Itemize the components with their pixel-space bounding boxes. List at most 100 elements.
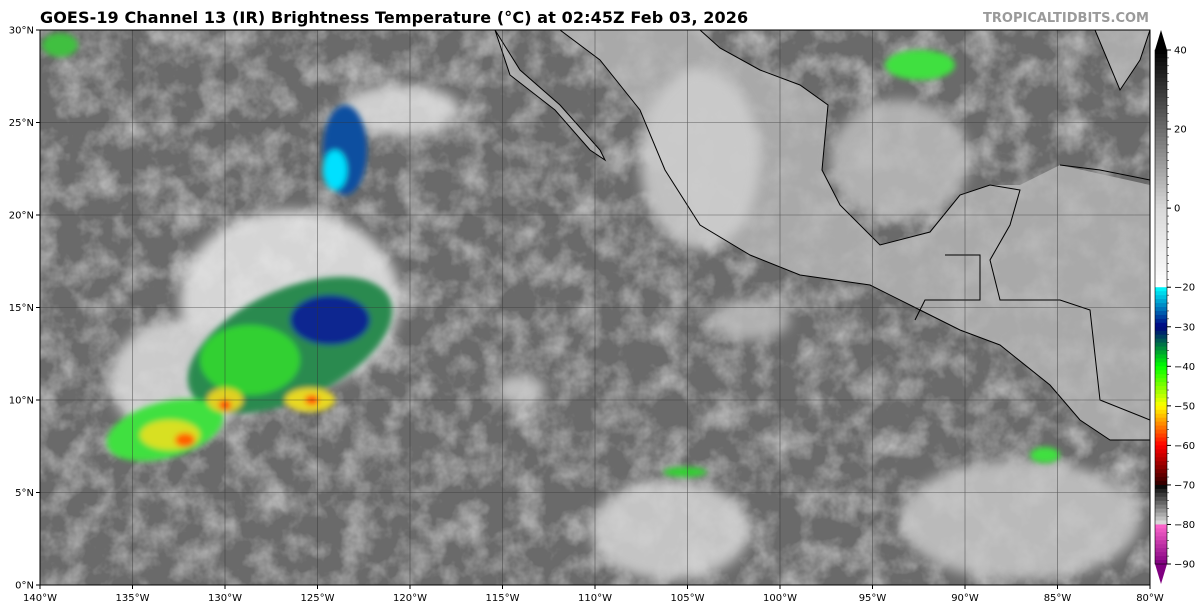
map-title: GOES-19 Channel 13 (IR) Brightness Tempe… xyxy=(40,8,749,27)
colorbar-segment xyxy=(1155,105,1167,110)
colorbar-tick-label: −90 xyxy=(1174,560,1195,571)
colorbar-segment xyxy=(1155,243,1167,249)
colorbar-segment xyxy=(1155,504,1167,510)
colorbar-segment xyxy=(1155,200,1167,205)
colorbar-extend-max xyxy=(1155,30,1167,50)
colorbar-segment xyxy=(1155,136,1167,142)
colorbar-segment xyxy=(1155,516,1167,522)
lon-tick-label: 110°W xyxy=(578,593,612,604)
colorbar-segment xyxy=(1155,271,1167,276)
colorbar-segment xyxy=(1155,544,1167,549)
colorbar-segment xyxy=(1155,453,1167,458)
colorbar-segment xyxy=(1155,524,1167,529)
colorbar-segment xyxy=(1155,172,1167,178)
colorbar-segment xyxy=(1155,465,1167,470)
colorbar-segment xyxy=(1155,310,1167,316)
colorbar-segment xyxy=(1155,386,1167,391)
colorbar-segment xyxy=(1155,235,1167,241)
colorbar-segment xyxy=(1155,121,1167,126)
colorbar-tick-label: −80 xyxy=(1174,520,1195,531)
colorbar-segment xyxy=(1155,65,1167,71)
colorbar-segment xyxy=(1155,322,1167,328)
colorbar-segment xyxy=(1155,299,1167,304)
colorbar-segment xyxy=(1155,231,1167,237)
colorbar-segment xyxy=(1155,473,1167,478)
colorbar-segment xyxy=(1155,556,1167,561)
colorbar-segment xyxy=(1155,255,1167,261)
colorbar-segment xyxy=(1155,350,1167,355)
colorbar-segment xyxy=(1155,540,1167,545)
colorbar-segment xyxy=(1155,528,1167,533)
colorbar-extend-min xyxy=(1155,564,1167,584)
colorbar-segment xyxy=(1155,417,1167,423)
colorbar-segment xyxy=(1155,263,1167,268)
colorbar-segment xyxy=(1155,425,1167,431)
colorbar-segment xyxy=(1155,247,1167,253)
colorbar-segment xyxy=(1155,101,1167,106)
colorbar-segment xyxy=(1155,267,1167,272)
colorbar-segment xyxy=(1155,85,1167,91)
lat-tick-label: 25°N xyxy=(9,118,34,129)
colorbar-segment xyxy=(1155,57,1167,63)
lon-tick-label: 115°W xyxy=(486,593,520,604)
colorbar-segment xyxy=(1155,61,1167,67)
colorbar-segment xyxy=(1155,223,1167,229)
colorbar-segment xyxy=(1155,330,1167,336)
colorbar-segment xyxy=(1155,140,1167,146)
colorbar-segment xyxy=(1155,208,1167,213)
colorbar-tick-label: −60 xyxy=(1174,441,1195,452)
colorbar-segment xyxy=(1155,204,1167,209)
colorbar-segment xyxy=(1155,184,1167,189)
colorbar-segment xyxy=(1155,382,1167,387)
colorbar-segment xyxy=(1155,220,1167,225)
colorbar-segment xyxy=(1155,216,1167,221)
lat-tick-label: 15°N xyxy=(9,303,34,314)
colorbar-segment xyxy=(1155,512,1167,518)
colorbar-segment xyxy=(1155,275,1167,280)
lon-tick-label: 140°W xyxy=(23,593,57,604)
colorbar-segment xyxy=(1155,279,1167,284)
colorbar-segment xyxy=(1155,409,1167,415)
colorbar-segment xyxy=(1155,192,1167,197)
colorbar-segment xyxy=(1155,393,1167,399)
colorbar-segment xyxy=(1155,374,1167,379)
colorbar-segment xyxy=(1155,334,1167,340)
colorbar-segment xyxy=(1155,53,1167,59)
colorbar-segment xyxy=(1155,477,1167,482)
colorbar-segment xyxy=(1155,552,1167,557)
lat-tick-label: 10°N xyxy=(9,396,34,407)
coastlines xyxy=(494,30,1150,441)
colorbar-segment xyxy=(1155,342,1167,348)
colorbar-segment xyxy=(1155,303,1167,308)
colorbar-tick-label: 20 xyxy=(1174,125,1187,136)
map-panel xyxy=(40,30,1150,585)
colorbar-segment xyxy=(1155,484,1167,490)
colorbar-segment xyxy=(1155,560,1167,565)
colorbar-segment xyxy=(1155,295,1167,300)
colorbar-segment xyxy=(1155,318,1167,324)
colorbar-segment xyxy=(1155,93,1167,98)
lon-tick-label: 90°W xyxy=(951,593,979,604)
colorbar-segment xyxy=(1155,358,1167,363)
colorbar-segment xyxy=(1155,188,1167,193)
colorbar-segment xyxy=(1155,307,1167,312)
colorbar-segment xyxy=(1155,81,1167,87)
colorbar-segment xyxy=(1155,421,1167,427)
colorbar-segment xyxy=(1155,441,1167,446)
colorbar-segment xyxy=(1155,314,1167,320)
colorbar-segment xyxy=(1155,212,1167,217)
colorbar-tick-label: 40 xyxy=(1174,46,1187,57)
colorbar-segment xyxy=(1155,378,1167,383)
colorbar-segment xyxy=(1155,508,1167,514)
colorbar-segment xyxy=(1155,97,1167,102)
colorbar-segment xyxy=(1155,227,1167,233)
colorbar-segment xyxy=(1155,180,1167,185)
lon-tick-label: 100°W xyxy=(763,593,797,604)
colorbar-segment xyxy=(1155,164,1167,170)
colorbar-segment xyxy=(1155,338,1167,344)
colorbar-segment xyxy=(1155,156,1167,162)
colorbar-segment xyxy=(1155,445,1167,450)
lon-tick-label: 95°W xyxy=(859,593,887,604)
colorbar-segment xyxy=(1155,251,1167,257)
colorbar-segment xyxy=(1155,125,1167,130)
